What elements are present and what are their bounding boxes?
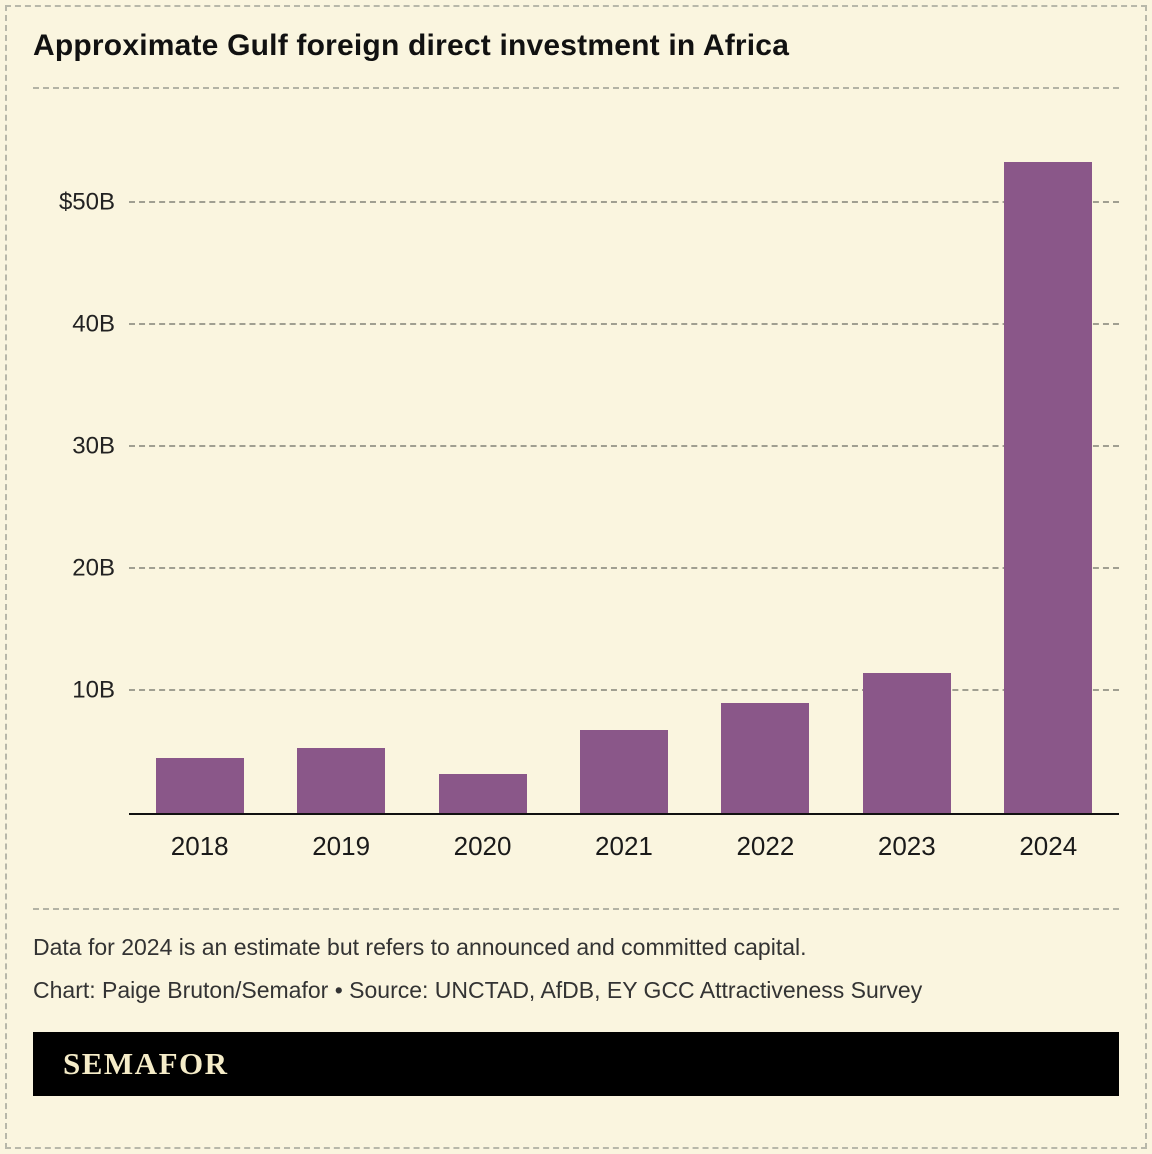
x-label-2018: 2018 [170,831,229,861]
bar-2024 [1004,162,1093,813]
bars-container [129,135,1119,813]
x-label-2019: 2019 [312,831,371,861]
x-label-2023: 2023 [877,831,936,861]
bar-column-2022 [695,135,836,813]
plot-area: 10B 20B 30B 40B $50B [59,135,1119,815]
x-axis-labels: 2018 2019 2020 2021 2022 2023 2024 [129,815,1119,862]
bar-column-2021 [553,135,694,813]
y-tick-label-50: $50B [58,188,115,216]
y-tick-label-10: 10B [72,676,115,704]
note-credit: Chart: Paige Bruton/Semafor • Source: UN… [33,977,923,1003]
bar-column-2023 [836,135,977,813]
bar-2023 [862,672,951,813]
bar-column-2019 [270,135,411,813]
bar-chart: 10B 20B 30B 40B $50B 2018 2019 2020 2021 2022 202… [33,135,1119,862]
x-label-2021: 2021 [595,831,653,861]
x-label-2022: 2022 [736,831,795,861]
bar-column-2024 [978,135,1119,813]
bar-column-2020 [412,135,553,813]
gridline-20: 20B [72,554,1119,581]
bar-2022 [721,703,810,813]
y-tick-label-20: 20B [72,554,115,582]
bar-2021 [579,729,668,813]
bar-2019 [297,748,386,813]
page-title: Approximate Gulf foreign direct investme… [33,29,790,62]
bar-2018 [155,758,244,813]
gridline-40: 40B [72,310,1119,337]
x-label-2024: 2024 [1019,831,1078,861]
gridline-10: 10B [72,676,1119,703]
bar-column-2018 [129,135,270,813]
semafor-banner: SEMAFOR [33,1032,1119,1096]
semafor-logo: SEMAFOR [63,1046,229,1081]
gridline-50: $50B [59,188,1119,215]
y-tick-label-30: 30B [72,432,115,460]
y-tick-label-40: 40B [72,310,115,338]
bar-2020 [438,773,527,813]
note-estimate: Data for 2024 is an estimate but refers … [33,934,807,960]
separator-bottom [33,908,1119,910]
gridline-30: 30B [72,432,1119,459]
separator-top [33,87,1119,89]
page-frame: Approximate Gulf foreign direct investme… [5,5,1147,1149]
x-label-2020: 2020 [453,831,512,861]
